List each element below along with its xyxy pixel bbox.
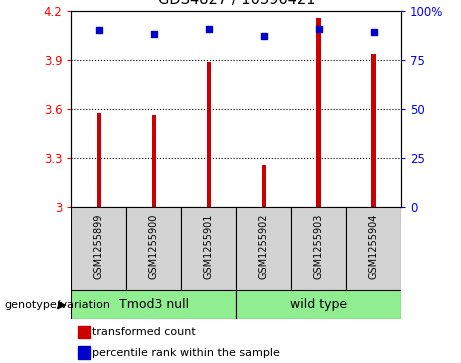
Point <box>95 28 103 33</box>
Text: GSM1255901: GSM1255901 <box>204 213 214 279</box>
Point <box>315 26 322 32</box>
Title: GDS4827 / 10396421: GDS4827 / 10396421 <box>158 0 315 7</box>
Text: GSM1255903: GSM1255903 <box>313 213 324 279</box>
Bar <box>152 115 156 207</box>
Text: Tmod3 null: Tmod3 null <box>119 298 189 311</box>
Text: GSM1255904: GSM1255904 <box>369 213 378 279</box>
Point <box>205 26 213 32</box>
Bar <box>181 207 236 290</box>
Text: GSM1255902: GSM1255902 <box>259 213 269 279</box>
Text: genotype/variation: genotype/variation <box>5 300 111 310</box>
Text: percentile rank within the sample: percentile rank within the sample <box>92 347 280 358</box>
Bar <box>316 18 321 207</box>
Bar <box>346 207 401 290</box>
Bar <box>261 165 266 207</box>
Point <box>260 33 267 39</box>
Text: transformed count: transformed count <box>92 327 195 337</box>
Bar <box>126 207 181 290</box>
Point <box>370 29 377 35</box>
Bar <box>71 290 236 319</box>
Bar <box>207 62 211 207</box>
Bar <box>78 346 90 359</box>
Text: wild type: wild type <box>290 298 347 311</box>
Bar <box>236 207 291 290</box>
Bar <box>236 290 401 319</box>
Text: ▶: ▶ <box>59 300 67 310</box>
Text: GSM1255900: GSM1255900 <box>149 213 159 279</box>
Bar <box>97 113 101 207</box>
Bar <box>71 207 126 290</box>
Bar <box>291 207 346 290</box>
Bar <box>78 326 90 338</box>
Point <box>150 32 158 37</box>
Bar <box>372 54 376 207</box>
Text: GSM1255899: GSM1255899 <box>94 213 104 279</box>
